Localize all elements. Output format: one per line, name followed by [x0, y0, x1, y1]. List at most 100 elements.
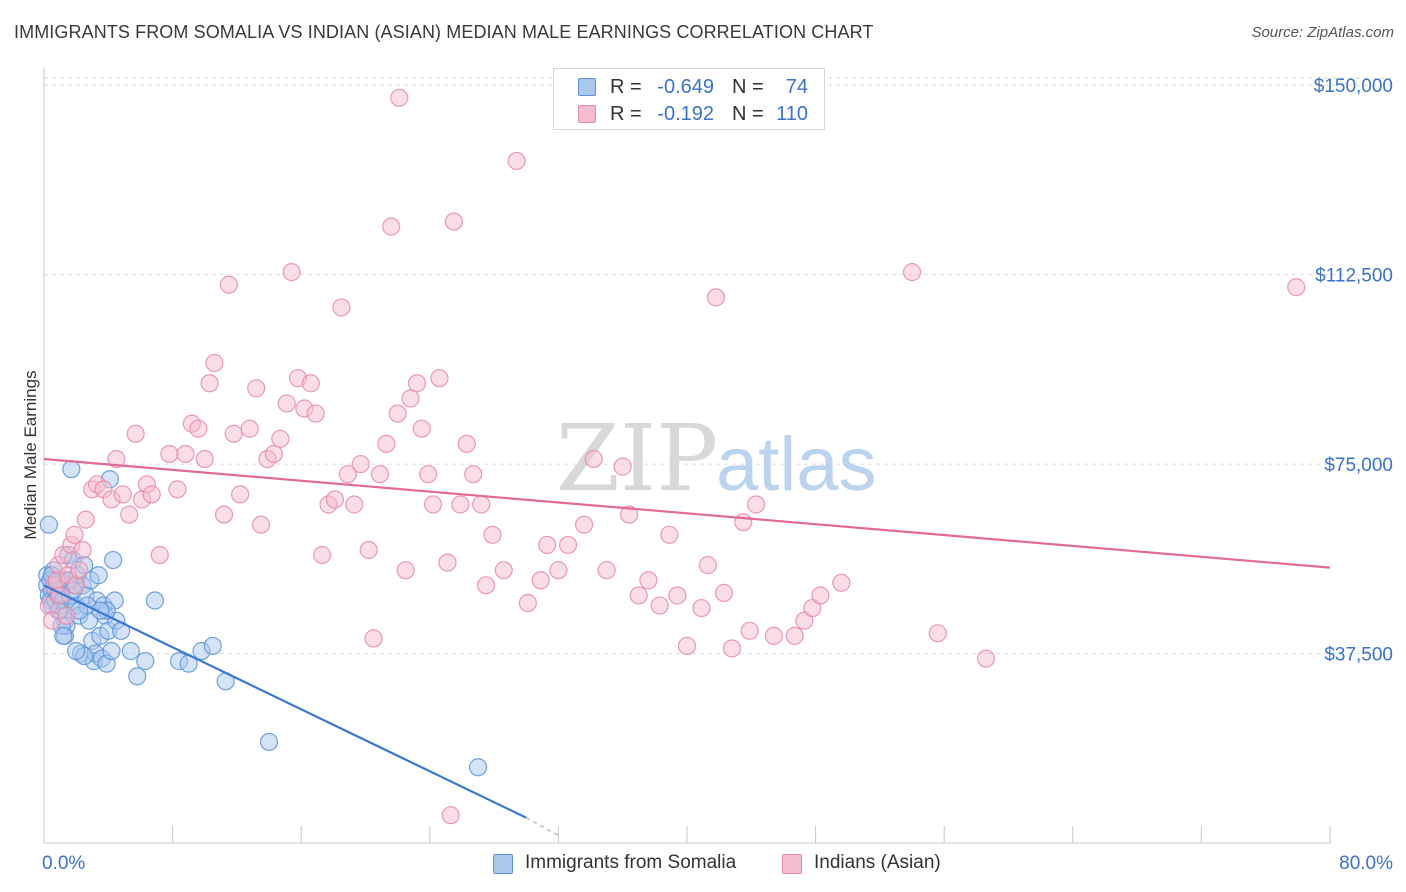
- point-indians: [464, 465, 483, 484]
- point-indians: [364, 629, 383, 648]
- point-indians: [483, 525, 502, 544]
- point-indians: [332, 298, 351, 317]
- point-indians: [518, 593, 537, 613]
- point-indians: [345, 495, 364, 514]
- trendline-indians: [43, 457, 1331, 569]
- point-indians: [438, 553, 457, 572]
- point-indians: [584, 449, 603, 469]
- point-indians: [306, 404, 325, 423]
- point-indians: [531, 571, 550, 590]
- point-indians: [377, 434, 396, 453]
- point-indians: [150, 545, 169, 565]
- point-indians: [325, 490, 345, 509]
- point-indians: [120, 505, 139, 524]
- point-somalia: [145, 591, 165, 610]
- point-indians: [142, 485, 161, 504]
- legend-swatch-blue: [493, 854, 513, 874]
- correlation-legend: R = -0.649 N = 74 R = -0.192 N = 110: [553, 68, 825, 130]
- point-indians: [67, 576, 86, 595]
- watermark-atlas: atlas: [716, 422, 877, 507]
- y-tick-label: $75,000: [1324, 455, 1393, 476]
- point-indians: [224, 424, 243, 443]
- legend-swatch-pink: [578, 105, 596, 123]
- point-indians: [764, 626, 783, 645]
- point-indians: [902, 262, 922, 282]
- point-indians: [219, 275, 238, 294]
- point-indians: [189, 419, 208, 438]
- point-indians: [698, 556, 717, 575]
- point-indians: [338, 465, 357, 484]
- legend-row-somalia: R = -0.649 N = 74: [554, 72, 824, 102]
- point-indians: [271, 429, 290, 448]
- legend-r-label: R =: [610, 103, 642, 125]
- legend-swatch-blue: [578, 78, 596, 96]
- point-indians: [928, 624, 947, 643]
- point-indians: [70, 561, 89, 580]
- point-somalia: [203, 636, 222, 656]
- grid-layer: [44, 77, 1395, 655]
- labels-layer: $37,500 $75,000 $112,500 $150,000 0.0% 80.0% M…: [21, 76, 1393, 874]
- point-indians: [160, 444, 179, 464]
- point-somalia: [121, 641, 140, 661]
- point-indians: [176, 444, 195, 464]
- point-indians: [613, 457, 632, 476]
- point-indians: [126, 424, 145, 443]
- point-indians: [494, 561, 513, 580]
- y-tick-label: $150,000: [1314, 76, 1393, 97]
- point-indians: [747, 495, 766, 514]
- legend-n-label: N =: [732, 103, 764, 125]
- x-min-label: 0.0%: [42, 853, 85, 874]
- series-legend: Immigrants from Somalia Indians (Asian): [0, 851, 1406, 879]
- point-indians: [692, 598, 711, 618]
- point-indians: [277, 394, 296, 413]
- legend-n-value: 74: [785, 76, 808, 98]
- legend-n-label: N =: [732, 76, 764, 98]
- point-indians: [629, 586, 648, 605]
- point-indians: [785, 626, 804, 645]
- point-somalia: [62, 460, 81, 479]
- point-indians: [457, 434, 476, 453]
- y-tick-label: $112,500: [1315, 266, 1393, 287]
- point-indians: [231, 485, 250, 504]
- x-max-label: 80.0%: [1339, 853, 1393, 874]
- point-indians: [740, 621, 759, 640]
- point-indians: [558, 535, 578, 555]
- point-indians: [351, 454, 370, 474]
- point-indians: [419, 465, 438, 484]
- point-somalia: [468, 758, 488, 777]
- point-indians: [507, 151, 526, 171]
- point-indians: [650, 596, 669, 615]
- point-indians: [444, 212, 464, 231]
- point-somalia: [39, 515, 58, 534]
- source-label: Source: ZipAtlas.com: [1251, 24, 1394, 41]
- trend-layer: [43, 457, 1331, 837]
- point-indians: [1287, 278, 1306, 297]
- point-indians: [390, 88, 409, 107]
- point-indians: [214, 505, 234, 524]
- trendline-somalia-extension: [525, 817, 559, 837]
- point-indians: [113, 485, 132, 504]
- y-axis-label: Median Male Earnings: [21, 370, 40, 539]
- point-indians: [549, 561, 568, 580]
- point-indians: [430, 369, 449, 388]
- point-indians: [832, 573, 851, 592]
- y-tick-label: $37,500: [1324, 645, 1393, 666]
- point-indians: [407, 374, 427, 393]
- point-indians: [370, 465, 390, 484]
- point-indians: [811, 586, 830, 605]
- point-indians: [247, 379, 266, 398]
- point-indians: [722, 639, 742, 658]
- point-indians: [575, 515, 594, 534]
- point-indians: [396, 561, 415, 580]
- point-somalia: [89, 566, 108, 585]
- legend-swatch-pink: [782, 854, 802, 874]
- point-indians: [660, 525, 679, 544]
- point-indians: [706, 288, 726, 307]
- point-indians: [382, 217, 401, 236]
- point-indians: [65, 525, 84, 544]
- point-indians: [472, 495, 491, 514]
- watermark: ZIP atlas: [556, 405, 877, 512]
- point-indians: [73, 540, 92, 560]
- point-indians: [359, 540, 378, 560]
